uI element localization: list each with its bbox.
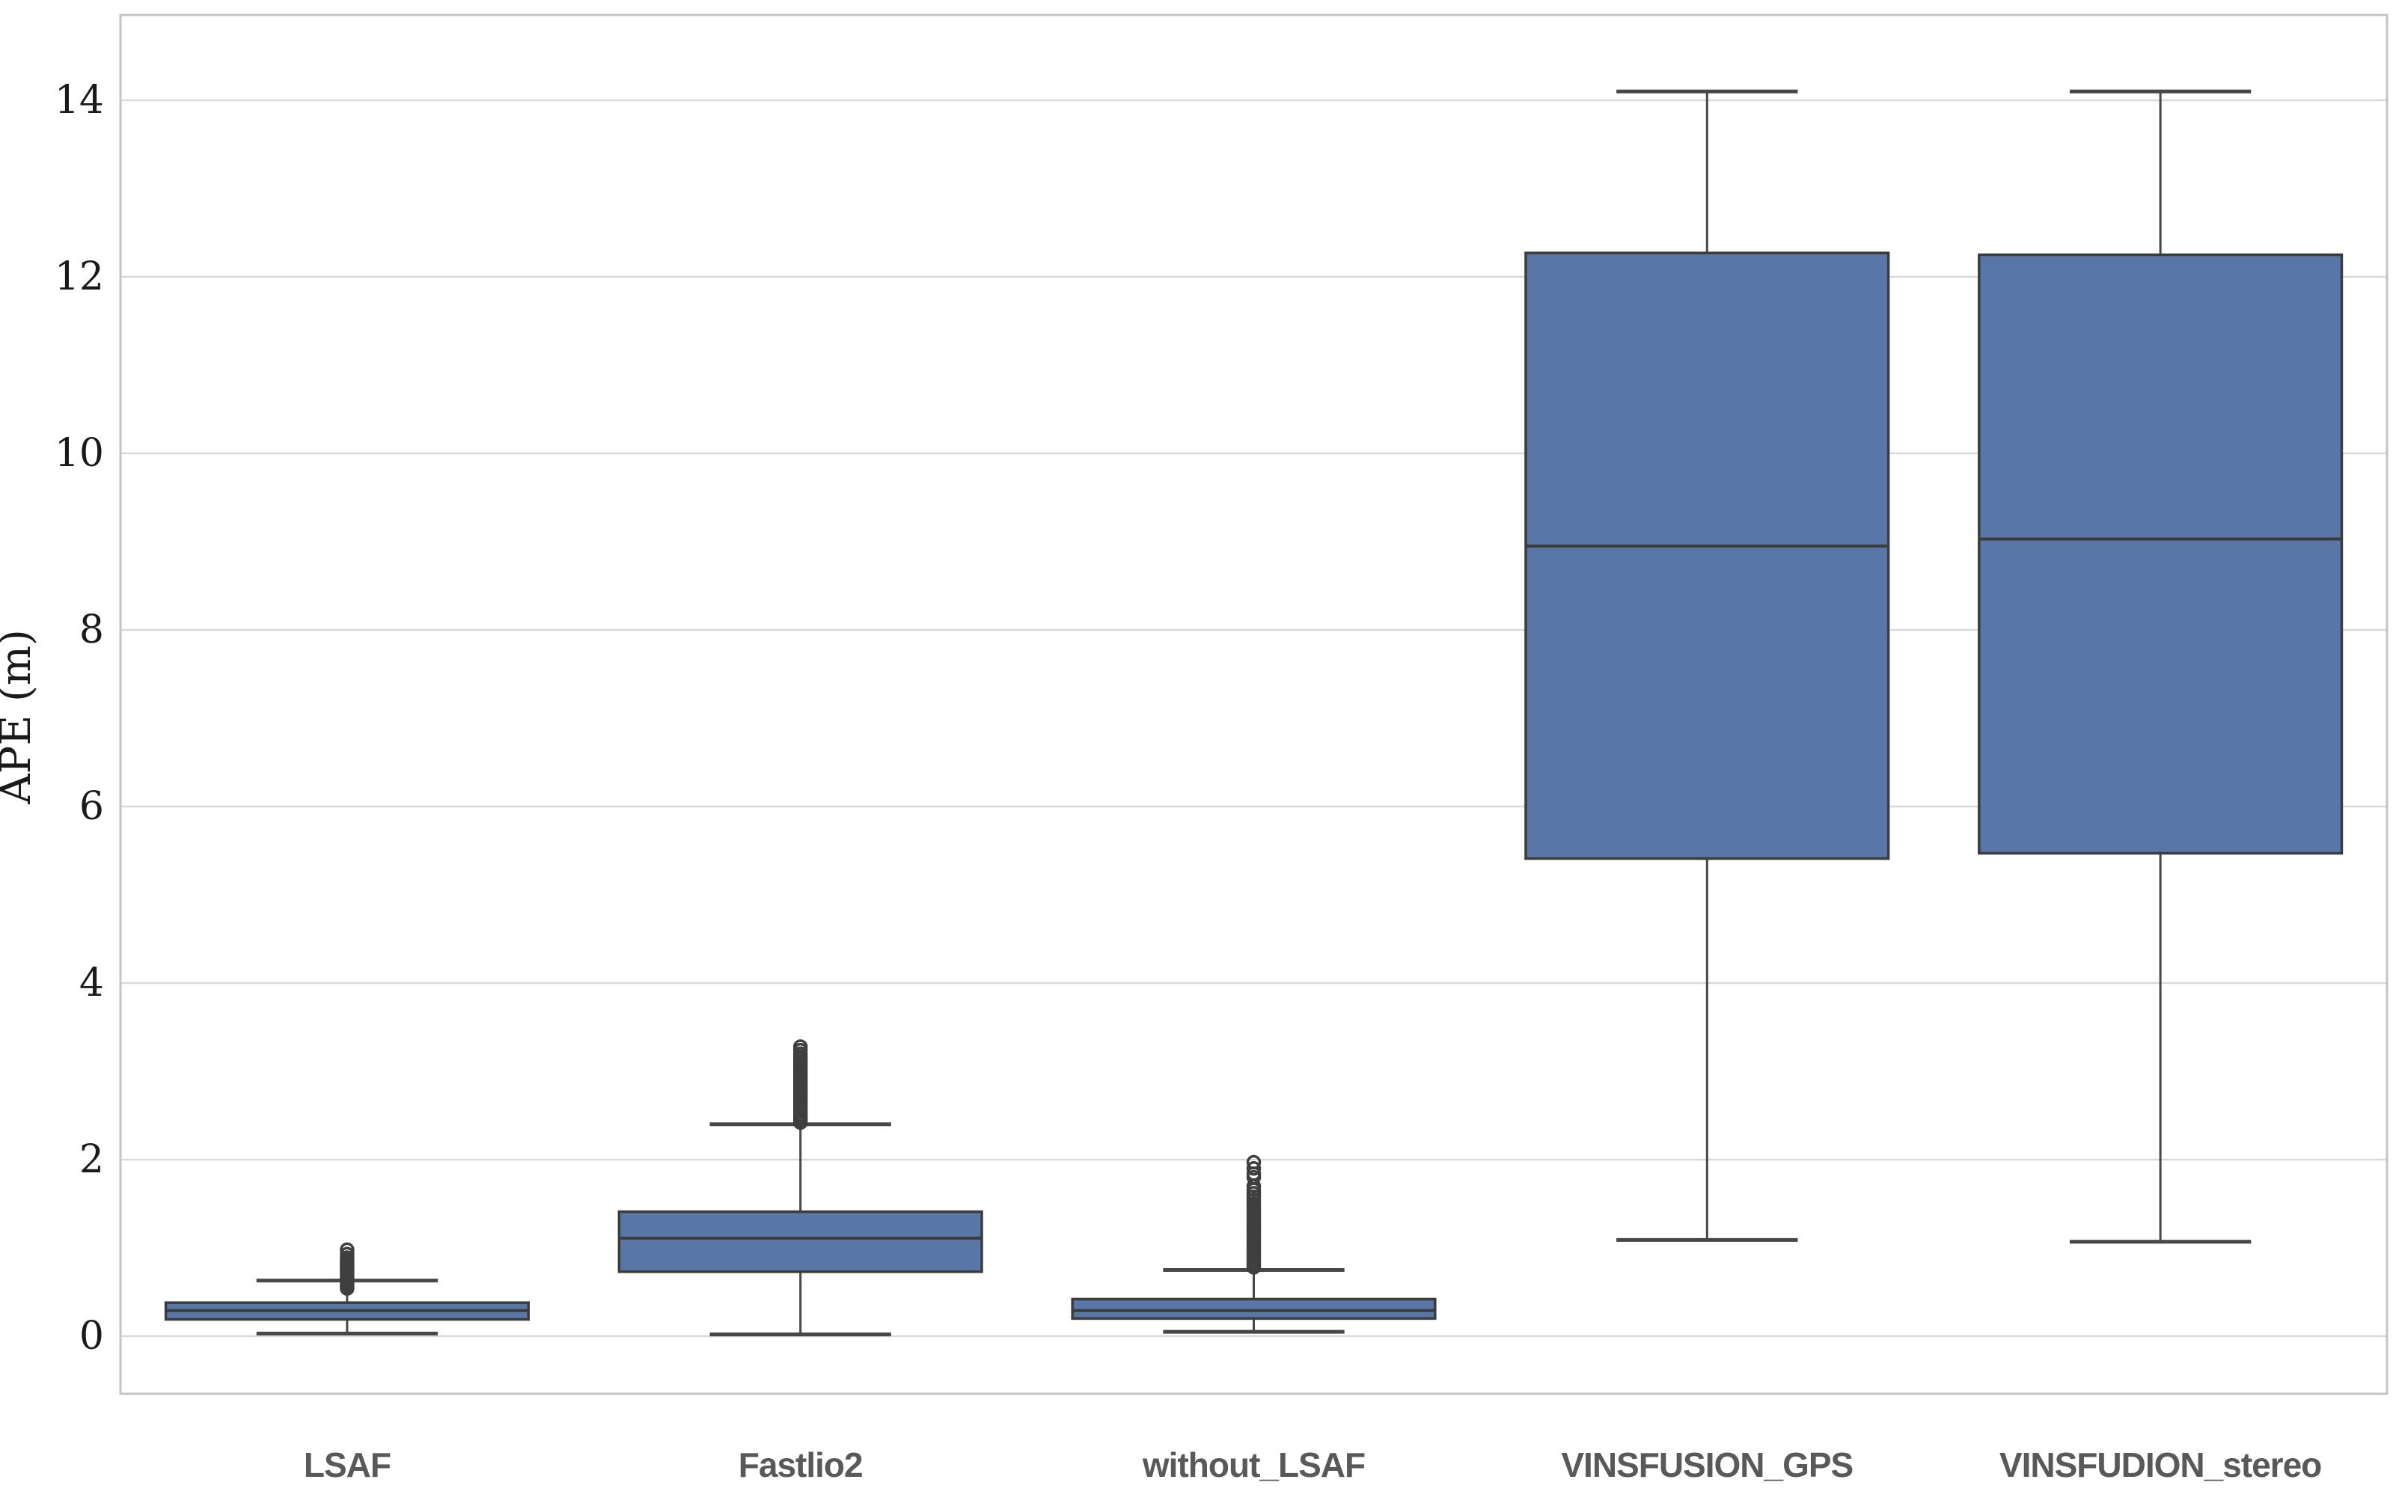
y-tick-label-0: 0 — [79, 1314, 104, 1359]
outlier-point — [1246, 1154, 1262, 1170]
box-group-VINSFUSION_GPS: VINSFUSION_GPS — [1524, 89, 1890, 1484]
box-group-LSAF: LSAF — [164, 1242, 530, 1484]
axis-tick-labels: 0 2 4 6 8 10 12 14 — [55, 78, 104, 1359]
outlier-point — [340, 1242, 355, 1258]
boxes: LSAF Fastlio2 without_LSAF VINSFUSION_GPS VI… — [164, 89, 2344, 1484]
outlier-point — [1246, 1161, 1262, 1176]
x-category-label-LSAF: LSAF — [304, 1445, 391, 1484]
y-tick-label-6: 6 — [79, 784, 104, 829]
y-tick-label-12: 12 — [55, 254, 104, 299]
iqr-box — [1524, 251, 1890, 860]
y-tick-label-10: 10 — [55, 431, 104, 476]
box-group-VINSFUDION_stereo: VINSFUDION_stereo — [1978, 89, 2344, 1484]
y-tick-label-4: 4 — [79, 961, 104, 1006]
outlier-point — [340, 1246, 355, 1262]
y-tick-label-2: 2 — [79, 1137, 104, 1182]
iqr-box — [1071, 1297, 1437, 1320]
iqr-box — [617, 1210, 983, 1273]
iqr-box — [1978, 253, 2344, 855]
y-tick-label-8: 8 — [79, 607, 104, 652]
x-category-label-Fastlio2: Fastlio2 — [739, 1445, 863, 1484]
x-category-label-VINSFUSION_GPS: VINSFUSION_GPS — [1561, 1445, 1853, 1484]
axes-border — [119, 13, 2389, 1395]
x-category-label-without_LSAF: without_LSAF — [1142, 1445, 1365, 1484]
box-group-without_LSAF: without_LSAF — [1071, 1154, 1437, 1484]
plot-frame — [119, 13, 2389, 1395]
outlier-point — [792, 1039, 808, 1054]
y-tick-label-14: 14 — [55, 78, 104, 123]
box-group-Fastlio2: Fastlio2 — [617, 1039, 983, 1484]
gridlines — [120, 99, 2387, 1338]
x-category-label-VINSFUDION_stereo: VINSFUDION_stereo — [1999, 1445, 2321, 1484]
y-axis-label: APE (m) — [0, 629, 40, 805]
